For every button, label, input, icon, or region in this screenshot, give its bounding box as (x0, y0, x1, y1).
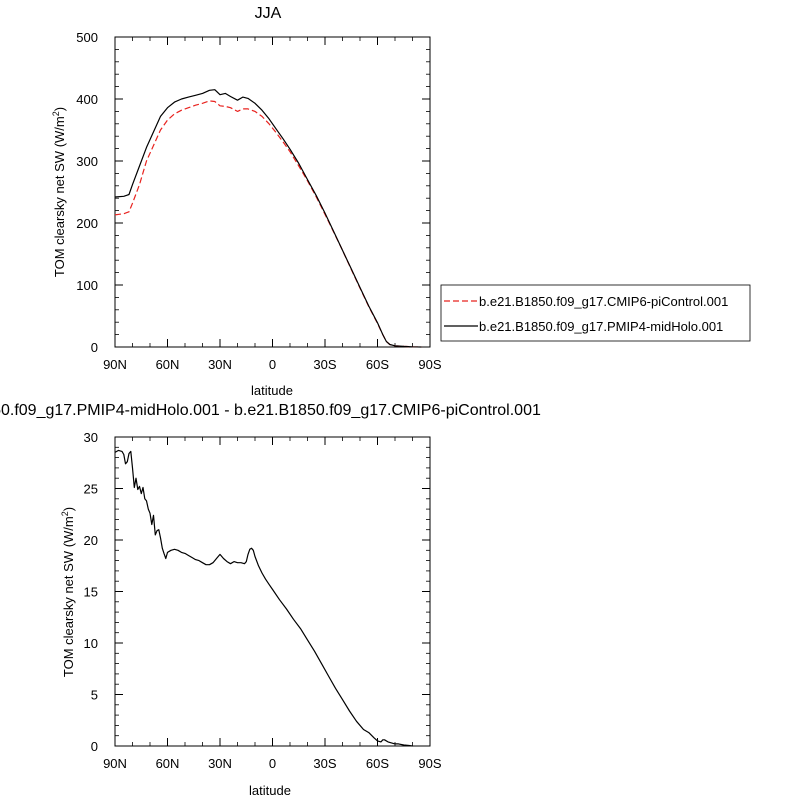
top-chart-title: JJA (255, 5, 282, 22)
bottom-y-axis-label: TOM clearsky net SW (W/m2) (60, 507, 76, 677)
legend-label-midholo: b.e21.B1850.f09_g17.PMIP4-midHolo.001 (479, 319, 723, 334)
top-y-tick-label: 500 (76, 30, 98, 45)
top-y-tick-label: 0 (91, 340, 98, 355)
bottom-chart-panel: b.e21.B1850.f09_g17.PMIP4-midHolo.001 - … (0, 402, 541, 798)
bottom-x-tick-label: 60S (366, 756, 389, 771)
top-x-tick-label: 90S (418, 357, 441, 372)
bottom-y-tick-label: 30 (84, 430, 98, 445)
top-series-line-0 (114, 100, 422, 348)
bottom-plot-frame (114, 436, 431, 747)
bottom-y-axis-label-close: ) (61, 507, 76, 511)
top-y-axis-label-text: TOM clearsky net SW (W/m (52, 116, 67, 277)
bottom-x-tick-label: 60N (156, 756, 180, 771)
bottom-y-tick-label: 0 (91, 739, 98, 754)
top-x-tick-label: 90N (103, 357, 127, 372)
top-y-axis-label-close: ) (52, 107, 67, 111)
top-y-tick-label: 300 (76, 154, 98, 169)
bottom-x-tick-label: 30S (313, 756, 336, 771)
top-y-tick-label: 200 (76, 216, 98, 231)
legend-box (440, 284, 751, 342)
top-y-tick-label: 400 (76, 92, 98, 107)
top-series-line-1 (114, 89, 422, 348)
legend-label-picontrol: b.e21.B1850.f09_g17.CMIP6-piControl.001 (479, 294, 728, 309)
bottom-y-tick-label: 5 (91, 688, 98, 703)
top-plot-frame (114, 36, 431, 348)
bottom-y-tick-label: 15 (84, 585, 98, 600)
bottom-x-tick-label: 30N (208, 756, 232, 771)
top-x-tick-label: 60S (366, 357, 389, 372)
bottom-y-axis-label-text: TOM clearsky net SW (W/m (61, 516, 76, 677)
bottom-chart-title: b.e21.B1850.f09_g17.PMIP4-midHolo.001 - … (0, 402, 541, 419)
bottom-x-axis-label: latitude (249, 783, 291, 798)
bottom-y-tick-label: 10 (84, 636, 98, 651)
bottom-x-tick-label: 90S (418, 756, 441, 771)
top-y-axis-label-superscript: 2 (51, 111, 61, 116)
top-chart-legend: b.e21.B1850.f09_g17.CMIP6-piControl.001 … (440, 284, 751, 342)
bottom-y-axis-label-superscript: 2 (60, 511, 70, 516)
top-y-tick-label: 100 (76, 278, 98, 293)
top-y-axis-label: TOM clearsky net SW (W/m2) (51, 107, 67, 277)
bottom-series-line-0 (114, 449, 413, 747)
top-x-tick-label: 0 (269, 357, 276, 372)
bottom-y-tick-label: 20 (84, 533, 98, 548)
bottom-x-tick-label: 90N (103, 756, 127, 771)
top-chart-panel: JJA 90N 60N 30N 0 30S 60S 90S0100200300400500 … (51, 5, 442, 398)
top-x-axis-label: latitude (251, 383, 293, 398)
bottom-x-tick-label: 0 (269, 756, 276, 771)
bottom-y-tick-label: 25 (84, 482, 98, 497)
top-x-tick-label: 60N (156, 357, 180, 372)
top-x-tick-label: 30S (313, 357, 336, 372)
top-x-tick-label: 30N (208, 357, 232, 372)
